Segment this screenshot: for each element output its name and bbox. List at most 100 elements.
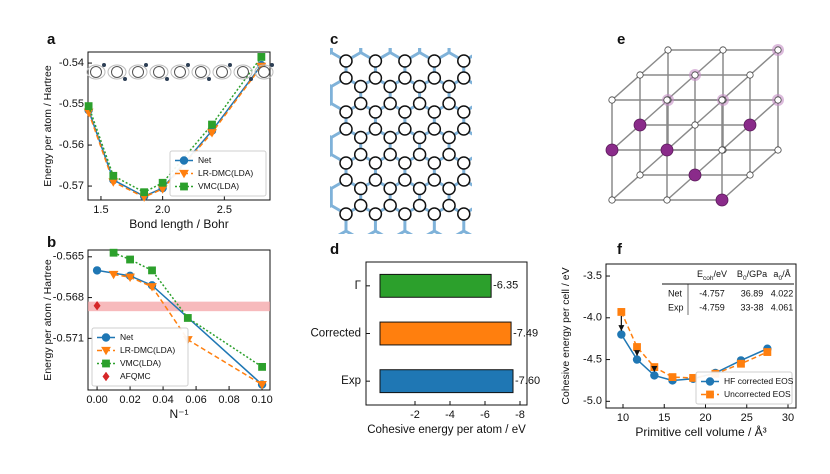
lattice-node (746, 71, 754, 79)
marker (650, 363, 659, 371)
bond (479, 129, 494, 138)
bond (375, 27, 390, 36)
legend-label: AFQMC (120, 371, 151, 381)
panel-label: c (330, 31, 338, 48)
bond (479, 27, 494, 36)
bond (493, 27, 508, 36)
x-tick-label: 0.00 (86, 394, 107, 406)
bond (302, 257, 317, 266)
legend-label: Net (198, 155, 212, 165)
bond (390, 27, 405, 36)
atom (339, 173, 353, 187)
marker (92, 266, 102, 275)
atom (442, 79, 456, 94)
electron (228, 63, 232, 67)
y-tick-label: -4.0 (583, 312, 602, 324)
axes-frame (87, 51, 271, 201)
atom (412, 198, 427, 213)
y-tick-label: -4.5 (583, 353, 602, 365)
molecule-shell (86, 64, 106, 80)
molecule-atom (237, 66, 249, 78)
bond (479, 180, 494, 189)
atom (368, 173, 383, 187)
y-tick-label: -0.54 (59, 57, 84, 69)
atom (353, 147, 368, 162)
molecule-shell (107, 64, 127, 80)
x-axis-label: N⁻¹ (170, 407, 189, 421)
atom (743, 118, 757, 132)
atom (398, 54, 412, 68)
y-tick-label: Γ (355, 280, 362, 292)
bond (330, 135, 333, 139)
atom (339, 122, 353, 136)
molecule-shell (191, 64, 211, 80)
bond (449, 27, 464, 36)
atom (353, 96, 368, 111)
bond (464, 27, 479, 36)
bond (479, 2, 494, 11)
x-axis-label: Bond length / Bohr (129, 217, 228, 231)
marker (650, 371, 659, 380)
bond (508, 2, 523, 11)
bond (337, 229, 347, 234)
lattice-node (718, 146, 726, 154)
bond (317, 231, 332, 240)
bond (493, 2, 508, 11)
marker (632, 355, 642, 364)
bond (420, 257, 435, 266)
bond (302, 231, 317, 240)
lattice-node (718, 96, 726, 104)
lattice-edge (694, 49, 724, 76)
bond (464, 2, 479, 11)
marker (148, 266, 156, 275)
y-tick-label: -0.55 (59, 98, 84, 110)
x-tick-label: 0.06 (185, 394, 206, 406)
bond (508, 78, 523, 87)
atom (715, 193, 729, 207)
bond (493, 180, 508, 189)
atom (442, 147, 456, 162)
bond (346, 27, 361, 36)
atom (383, 181, 397, 196)
table-header: B0/GPa (737, 269, 767, 282)
x-tick-label: 25 (741, 412, 753, 424)
value-label: -6.35 (493, 280, 518, 292)
atom (605, 143, 619, 157)
y-tick-label: -3.5 (583, 270, 602, 282)
x-axis-label: Primitive cell volume / Å³ (635, 424, 766, 439)
bond (375, 27, 390, 36)
bond (302, 206, 317, 215)
lattice-edge (694, 99, 724, 126)
atom (368, 156, 383, 170)
bond (508, 104, 523, 113)
atom (412, 130, 427, 145)
bond (330, 186, 333, 190)
atom (457, 122, 471, 136)
marker (180, 182, 188, 191)
marker (101, 333, 111, 342)
atom (660, 143, 674, 157)
legend-label: HF corrected EOS (724, 376, 794, 386)
molecule-shell (128, 64, 148, 80)
bond (493, 78, 508, 87)
electron (123, 77, 127, 81)
x-tick-label: 10 (617, 412, 629, 424)
bond (330, 102, 333, 106)
bond (479, 257, 494, 266)
bond (426, 229, 436, 234)
bond (508, 53, 523, 62)
bond (479, 104, 494, 113)
atom (339, 156, 353, 170)
molecule-atom (153, 66, 165, 78)
lattice-edge (611, 174, 641, 201)
atom (427, 105, 442, 119)
header-unit: /Å (782, 269, 791, 279)
marker (140, 188, 149, 197)
bond (405, 2, 420, 11)
bond (404, 229, 414, 234)
bond (493, 104, 508, 113)
marker (705, 377, 715, 386)
bond (346, 2, 361, 11)
y-axis-label: Cohesive energy per cell / eV (560, 267, 572, 404)
marker (179, 156, 189, 165)
